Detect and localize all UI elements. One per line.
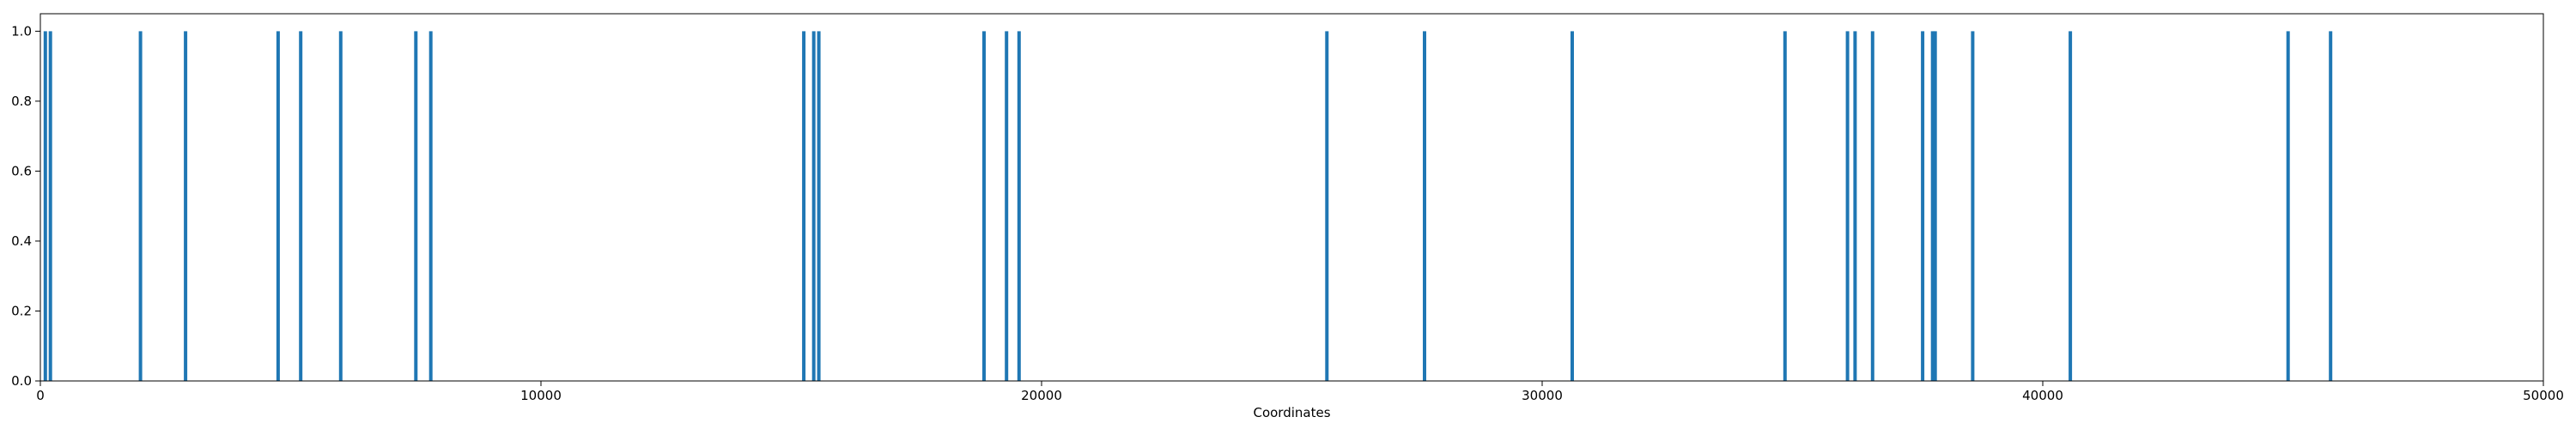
- bar: [1423, 31, 1426, 382]
- x-tick-label: 10000: [520, 388, 562, 403]
- bar: [1005, 31, 1009, 382]
- bar: [299, 31, 303, 382]
- bar: [982, 31, 986, 382]
- y-tick-label: 0.0: [11, 373, 32, 389]
- bar: [1571, 31, 1574, 382]
- y-axis: 0.0 0.2 0.4 0.6 0.8 1.0: [11, 23, 40, 389]
- x-axis: 0 10000 20000 30000 40000 50000: [36, 381, 2564, 403]
- x-tick-label: 50000: [2523, 388, 2564, 403]
- bar: [1325, 31, 1329, 382]
- bar: [1971, 31, 1975, 382]
- bar: [1930, 31, 1935, 382]
- bar: [184, 31, 188, 382]
- x-tick-label: 40000: [2022, 388, 2063, 403]
- bar: [428, 31, 433, 382]
- y-tick-label: 0.4: [11, 233, 32, 249]
- x-tick-label: 30000: [1522, 388, 1563, 403]
- x-tick-label: 20000: [1021, 388, 1062, 403]
- bar: [276, 31, 280, 382]
- bar: [802, 31, 806, 382]
- bars-group: [43, 31, 2333, 382]
- bar: [338, 31, 343, 382]
- bar: [817, 31, 821, 382]
- bar: [1783, 31, 1787, 382]
- y-tick-label: 0.6: [11, 163, 32, 178]
- bar: [811, 31, 816, 382]
- x-tick-label: 0: [36, 388, 45, 403]
- y-tick-label: 0.2: [11, 303, 32, 318]
- bar: [43, 31, 47, 382]
- x-axis-title: Coordinates: [1253, 405, 1330, 420]
- bar: [1921, 31, 1925, 382]
- plot-area-frame: [39, 13, 2544, 382]
- bar: [48, 31, 52, 382]
- bar: [1870, 31, 1874, 382]
- bar: [2286, 31, 2290, 382]
- y-tick-label: 1.0: [11, 23, 32, 39]
- bar: [138, 31, 143, 382]
- bar: [414, 31, 418, 382]
- bar: [1845, 31, 1850, 382]
- bar: [2329, 31, 2333, 382]
- bar: [1933, 31, 1937, 382]
- bar: [2069, 31, 2073, 382]
- bar: [1017, 31, 1021, 382]
- bar: [1853, 31, 1857, 382]
- y-tick-label: 0.8: [11, 94, 32, 109]
